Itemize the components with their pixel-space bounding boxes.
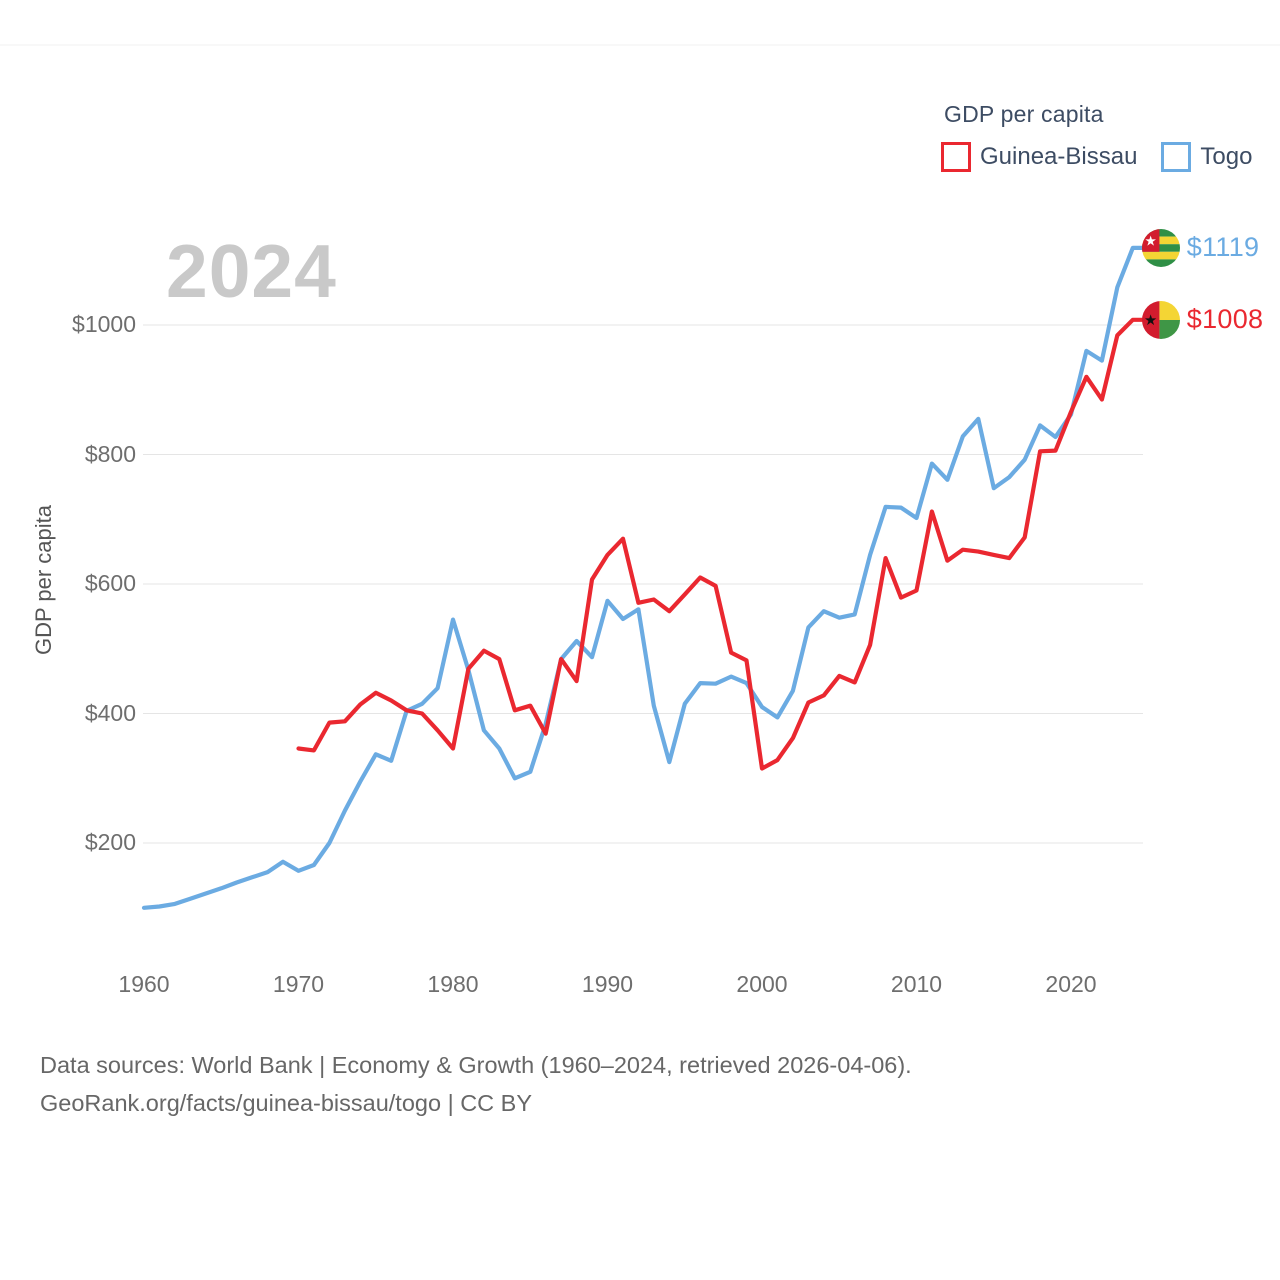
series-line-togo [141, 245, 1145, 910]
x-tick-label-2020: 2020 [1045, 971, 1097, 997]
footer-data-sources: Data sources: World Bank | Economy & Gro… [40, 1052, 912, 1078]
y-tick-label-800: $800 [84, 440, 136, 467]
legend-label-guinea-bissau: Guinea-Bissau [980, 143, 1138, 170]
footer-url-license: GeoRank.org/facts/guinea-bissau/togo | C… [40, 1090, 533, 1116]
x-tick-label-1980: 1980 [427, 971, 479, 997]
year-watermark: 2024 [166, 229, 337, 313]
legend: Guinea-Bissau Togo [941, 142, 1252, 172]
svg-text:★: ★ [1144, 312, 1157, 329]
x-tick-label-1990: 1990 [581, 971, 634, 997]
x-tick-label-2010: 2010 [890, 971, 943, 997]
togo-legend-swatch-icon [1161, 142, 1192, 172]
y-tick-label-400: $400 [84, 699, 136, 726]
guinea-bissau-legend-swatch-icon [941, 142, 971, 172]
togo-end-label: ★ $1119 [1141, 228, 1260, 268]
footer-attribution: Data sources: World Bank | Economy & Gro… [40, 1046, 912, 1122]
series-line-guinea-bissau [296, 317, 1145, 771]
y-tick-label-200: $200 [84, 829, 136, 855]
svg-text:★: ★ [1144, 233, 1156, 249]
x-tick-label-1960: 1960 [118, 971, 170, 997]
legend-title: GDP per capita [944, 101, 1104, 127]
legend-label-togo: Togo [1200, 143, 1253, 170]
x-tick-label-2000: 2000 [736, 971, 788, 997]
togo-end-value: $1119 [1186, 232, 1260, 263]
y-tick-label-600: $600 [84, 570, 136, 596]
y-tick-label-1000: $1000 [72, 311, 136, 337]
x-tick-label-1970: 1970 [272, 971, 325, 997]
guinea-bissau-flag-icon: ★ [1141, 300, 1180, 339]
guinea-bissau-end-value: $1008 [1186, 304, 1264, 335]
guinea-bissau-end-label: ★ $1008 [1141, 300, 1264, 340]
togo-flag-icon: ★ [1141, 228, 1180, 267]
